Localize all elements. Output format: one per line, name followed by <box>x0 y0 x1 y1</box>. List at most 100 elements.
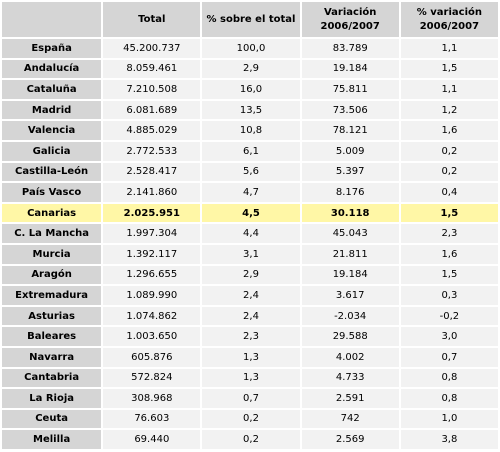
region-cell: Baleares <box>2 327 102 346</box>
pct-variacion-cell: 3,0 <box>400 327 498 346</box>
pct-variacion-cell: 1,2 <box>400 100 498 120</box>
table-row: Castilla-León 2.528.417 5,6 5.397 0,2 <box>2 162 498 182</box>
region-cell: Cataluña <box>2 80 102 99</box>
pct-total-cell: 1,3 <box>202 368 300 388</box>
variacion-cell: 30.118 <box>301 203 399 223</box>
pct-variacion-cell: 0,2 <box>400 162 498 182</box>
pct-variacion-cell: 0,8 <box>400 368 498 388</box>
region-cell: Ceuta <box>2 409 102 429</box>
region-cell: Aragón <box>2 265 102 285</box>
table-row: Galicia 2.772.533 6,1 5.009 0,2 <box>2 141 498 161</box>
header-row: Total % sobre el total Variación 2006/20… <box>2 2 498 37</box>
table-row: Madrid 6.081.689 13,5 73.506 1,2 <box>2 100 498 120</box>
table-row: Andalucía 8.059.461 2,9 19.184 1,5 <box>2 59 498 79</box>
total-cell: 1.074.862 <box>103 306 201 326</box>
region-cell: Melilla <box>2 430 102 449</box>
total-cell: 69.440 <box>103 430 201 449</box>
pct-variacion-cell: 1,6 <box>400 244 498 264</box>
table-row: Ceuta 76.603 0,2 742 1,0 <box>2 409 498 429</box>
pct-variacion-cell: -0,2 <box>400 306 498 326</box>
pct-variacion-cell: 0,7 <box>400 347 498 367</box>
total-cell: 7.210.508 <box>103 80 201 99</box>
header-variacion-line2: 2006/2007 <box>320 20 380 32</box>
pct-total-cell: 0,7 <box>202 389 300 408</box>
pct-variacion-cell: 2,3 <box>400 224 498 243</box>
variacion-cell: 4.733 <box>301 368 399 388</box>
table-row: Navarra 605.876 1,3 4.002 0,7 <box>2 347 498 367</box>
pct-total-cell: 6,1 <box>202 141 300 161</box>
region-cell: Murcia <box>2 244 102 264</box>
pct-variacion-cell: 1,5 <box>400 265 498 285</box>
pct-total-cell: 0,2 <box>202 430 300 449</box>
region-cell: España <box>2 39 102 58</box>
table-row: Melilla 69.440 0,2 2.569 3,8 <box>2 430 498 449</box>
total-cell: 8.059.461 <box>103 59 201 79</box>
table-body: España 45.200.737 100,0 83.789 1,1 Andalucía 8… <box>2 39 498 449</box>
header-pct-variacion: % variación 2006/2007 <box>400 2 498 37</box>
region-cell: C. La Mancha <box>2 224 102 243</box>
pct-variacion-cell: 1,6 <box>400 121 498 140</box>
total-cell: 2.141.860 <box>103 183 201 202</box>
header-pct-total: % sobre el total <box>202 2 300 37</box>
pct-total-cell: 4,5 <box>202 203 300 223</box>
table-row: Asturias 1.074.862 2,4 -2.034 -0,2 <box>2 306 498 326</box>
total-cell: 2.025.951 <box>103 203 201 223</box>
total-cell: 1.997.304 <box>103 224 201 243</box>
region-cell: Canarias <box>2 203 102 223</box>
total-cell: 2.528.417 <box>103 162 201 182</box>
table-row: Extremadura 1.089.990 2,4 3.617 0,3 <box>2 286 498 305</box>
total-cell: 2.772.533 <box>103 141 201 161</box>
pct-total-cell: 2,3 <box>202 327 300 346</box>
total-cell: 605.876 <box>103 347 201 367</box>
table-row: País Vasco 2.141.860 4,7 8.176 0,4 <box>2 183 498 202</box>
variacion-cell: -2.034 <box>301 306 399 326</box>
table-row: Cantabria 572.824 1,3 4.733 0,8 <box>2 368 498 388</box>
total-cell: 572.824 <box>103 368 201 388</box>
variacion-cell: 8.176 <box>301 183 399 202</box>
pct-total-cell: 0,2 <box>202 409 300 429</box>
pct-total-cell: 3,1 <box>202 244 300 264</box>
table-row: Aragón 1.296.655 2,9 19.184 1,5 <box>2 265 498 285</box>
header-pct-variacion-line1: % variación <box>416 6 482 18</box>
region-cell: Madrid <box>2 100 102 120</box>
pct-total-cell: 4,4 <box>202 224 300 243</box>
region-cell: La Rioja <box>2 389 102 408</box>
variacion-cell: 75.811 <box>301 80 399 99</box>
pct-variacion-cell: 0,3 <box>400 286 498 305</box>
pct-variacion-cell: 0,8 <box>400 389 498 408</box>
total-cell: 1.089.990 <box>103 286 201 305</box>
variacion-cell: 29.588 <box>301 327 399 346</box>
total-cell: 1.392.117 <box>103 244 201 264</box>
pct-variacion-cell: 1,5 <box>400 203 498 223</box>
variacion-cell: 742 <box>301 409 399 429</box>
region-cell: Valencia <box>2 121 102 140</box>
table-row: Murcia 1.392.117 3,1 21.811 1,6 <box>2 244 498 264</box>
total-cell: 6.081.689 <box>103 100 201 120</box>
variacion-cell: 5.009 <box>301 141 399 161</box>
region-cell: Galicia <box>2 141 102 161</box>
variacion-cell: 73.506 <box>301 100 399 120</box>
pct-total-cell: 1,3 <box>202 347 300 367</box>
variacion-cell: 83.789 <box>301 39 399 58</box>
region-cell: Asturias <box>2 306 102 326</box>
variacion-cell: 2.591 <box>301 389 399 408</box>
header-variacion: Variación 2006/2007 <box>301 2 399 37</box>
pct-variacion-cell: 1,1 <box>400 80 498 99</box>
pct-variacion-cell: 0,2 <box>400 141 498 161</box>
variacion-cell: 19.184 <box>301 59 399 79</box>
pct-variacion-cell: 3,8 <box>400 430 498 449</box>
table-row: La Rioja 308.968 0,7 2.591 0,8 <box>2 389 498 408</box>
variacion-cell: 19.184 <box>301 265 399 285</box>
region-cell: Cantabria <box>2 368 102 388</box>
total-cell: 1.296.655 <box>103 265 201 285</box>
variacion-cell: 21.811 <box>301 244 399 264</box>
pct-variacion-cell: 0,4 <box>400 183 498 202</box>
table-row: Canarias 2.025.951 4,5 30.118 1,5 <box>2 203 498 223</box>
header-total: Total <box>103 2 201 37</box>
header-variacion-line1: Variación <box>323 6 377 18</box>
pct-total-cell: 4,7 <box>202 183 300 202</box>
pct-total-cell: 2,4 <box>202 306 300 326</box>
pct-variacion-cell: 1,5 <box>400 59 498 79</box>
